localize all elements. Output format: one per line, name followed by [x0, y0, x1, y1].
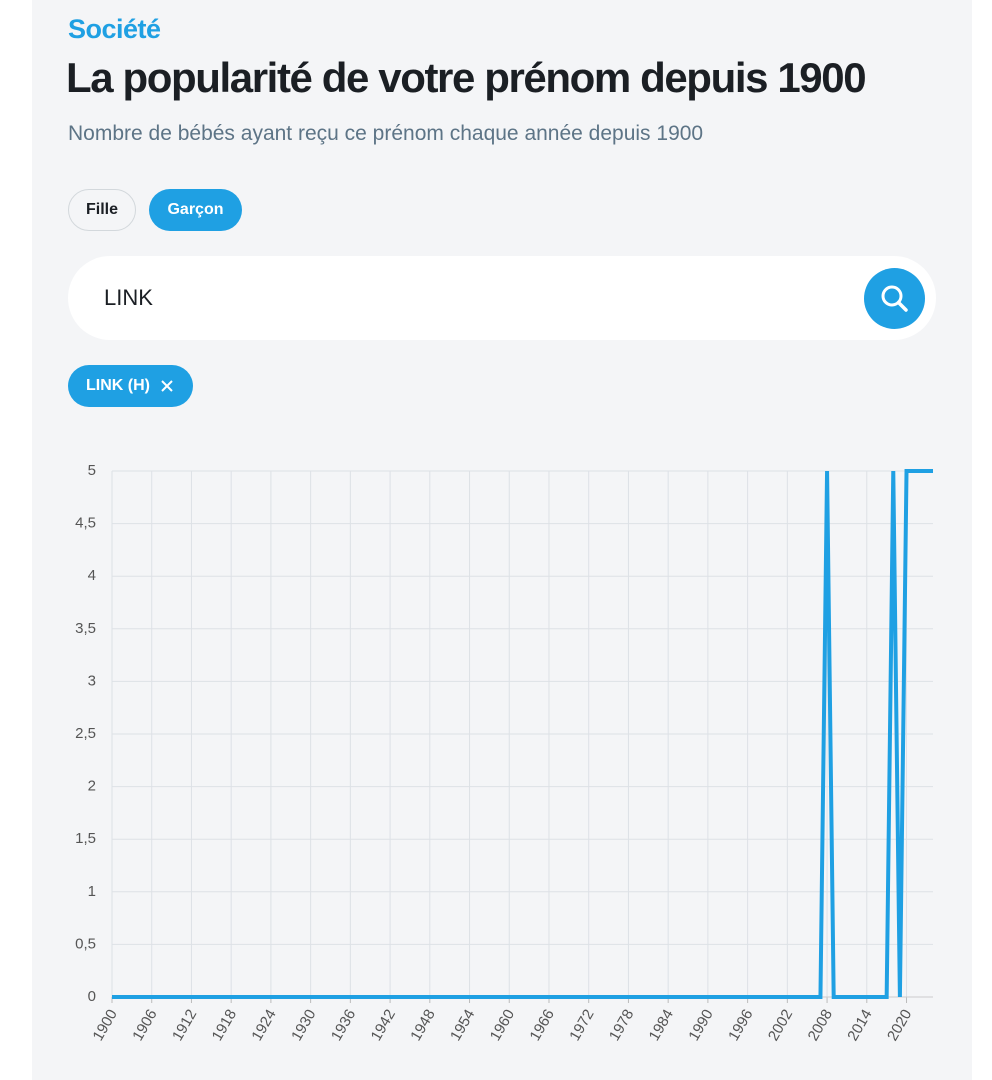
subtitle: Nombre de bébés ayant reçu ce prénom cha… — [68, 122, 704, 145]
x-tick-label: 1912 — [169, 1006, 200, 1043]
search-button[interactable] — [864, 268, 925, 329]
y-tick-label: 2,5 — [75, 725, 96, 742]
x-tick-label: 1966 — [526, 1006, 557, 1043]
x-tick-label: 1990 — [685, 1006, 716, 1043]
filter-button[interactable]: Garçon — [149, 189, 242, 231]
x-tick-label: 2002 — [765, 1006, 796, 1043]
x-tick-label: 1906 — [129, 1006, 160, 1043]
x-tick-label: 1930 — [288, 1006, 319, 1043]
x-tick-label: 1948 — [407, 1006, 438, 1043]
search-input[interactable] — [68, 256, 936, 340]
line — [112, 469, 933, 999]
filter-button[interactable]: Fille — [68, 189, 136, 231]
x-tick-label: 1984 — [646, 1006, 677, 1043]
x-tick-label: 1960 — [487, 1006, 518, 1043]
x-tick-label: 1942 — [368, 1006, 399, 1043]
y-tick-label: 4 — [88, 567, 96, 584]
title: La popularité de votre prénom depuis 190… — [66, 54, 867, 101]
y-tick-label: 3 — [88, 672, 96, 689]
search-icon — [881, 285, 908, 312]
x-tick-label: 1954 — [447, 1006, 478, 1043]
x-tick-label: 1918 — [209, 1006, 240, 1043]
y-tick-label: 1 — [88, 883, 96, 900]
chip-close[interactable] — [161, 380, 173, 392]
x-tick-label: 2008 — [805, 1006, 836, 1043]
y-tick-label: 4,5 — [75, 515, 96, 532]
search-text: LINK — [104, 285, 153, 310]
x-tick-label: 2020 — [884, 1006, 915, 1043]
y-tick-label: 0 — [88, 988, 96, 1005]
x-tick-label: 1972 — [566, 1006, 597, 1043]
y-tick-label: 0,5 — [75, 935, 96, 952]
x-tick-label: 1900 — [89, 1006, 120, 1043]
x-tick-label: 1996 — [725, 1006, 756, 1043]
x-tick-label: 1978 — [606, 1006, 637, 1043]
kicker[interactable]: Société — [68, 14, 161, 44]
chip-label: LINK (H) — [86, 377, 150, 394]
x-tick-label: 1936 — [328, 1006, 359, 1043]
chip — [68, 365, 193, 407]
x-tick-label: 2014 — [844, 1006, 875, 1043]
y-tick-label: 3,5 — [75, 620, 96, 637]
y-tick-label: 5 — [88, 462, 96, 479]
y-tick-label: 2 — [88, 778, 96, 795]
y-tick-label: 1,5 — [75, 830, 96, 847]
card — [32, 0, 972, 1080]
x-tick-label: 1924 — [248, 1006, 279, 1043]
